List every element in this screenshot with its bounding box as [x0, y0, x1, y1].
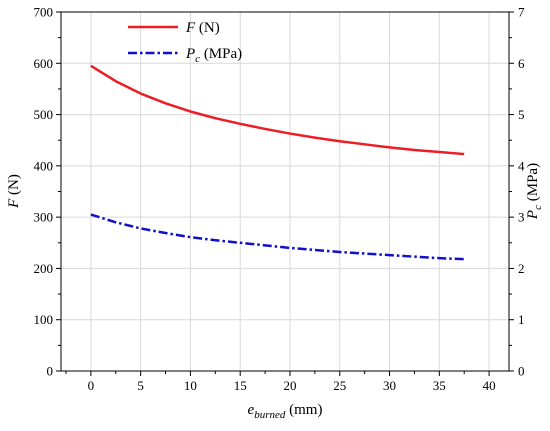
y-left-tick-label: 200 — [34, 261, 54, 276]
y-left-tick-label: 0 — [47, 364, 54, 379]
y-right-tick-label: 5 — [518, 107, 525, 122]
y-left-axis: 0 100 200 300 400 500 600 700 — [34, 5, 61, 379]
y-right-tick-label: 2 — [518, 261, 525, 276]
x-axis: 0 5 10 15 20 25 30 35 40 — [65, 371, 496, 393]
y-right-axis-label: Pc (MPa) — [525, 163, 544, 220]
y-left-tick-label: 400 — [34, 158, 54, 173]
y-right-tick-label: 0 — [518, 364, 525, 379]
y-left-tick-label: 700 — [34, 5, 54, 20]
legend-label-f: F (N) — [185, 20, 220, 36]
y-left-tick-label: 100 — [34, 312, 54, 327]
x-tick-label: 5 — [137, 378, 144, 393]
x-tick-label: 20 — [283, 378, 296, 393]
y-right-tick-label: 7 — [518, 5, 525, 20]
x-tick-label: 35 — [433, 378, 446, 393]
y-right-tick-label: 1 — [518, 312, 525, 327]
legend: F (N) Pc (MPa) — [128, 20, 242, 65]
y-left-tick-label: 300 — [34, 210, 54, 225]
x-tick-label: 30 — [383, 378, 396, 393]
y-right-tick-label: 6 — [518, 56, 525, 71]
x-axis-label: eburned (mm) — [248, 402, 323, 421]
series-lines — [90, 64, 465, 261]
x-tick-label: 10 — [184, 378, 197, 393]
x-tick-label: 25 — [333, 378, 346, 393]
x-tick-label: 0 — [88, 378, 95, 393]
x-tick-label: 15 — [234, 378, 247, 393]
y-left-tick-label: 500 — [34, 107, 54, 122]
x-tick-label: 40 — [483, 378, 496, 393]
legend-label-pc: Pc (MPa) — [185, 46, 242, 65]
y-right-axis: 0 1 2 3 4 5 6 7 — [509, 5, 525, 379]
plot-frame — [60, 11, 510, 372]
series-line-pc — [90, 213, 465, 261]
y-right-tick-label: 4 — [518, 158, 525, 173]
y-right-tick-label: 3 — [518, 210, 525, 225]
series-line-f — [90, 64, 465, 156]
y-left-tick-label: 600 — [34, 56, 54, 71]
gridlines — [61, 12, 509, 371]
y-left-axis-label: F (N) — [6, 174, 22, 209]
